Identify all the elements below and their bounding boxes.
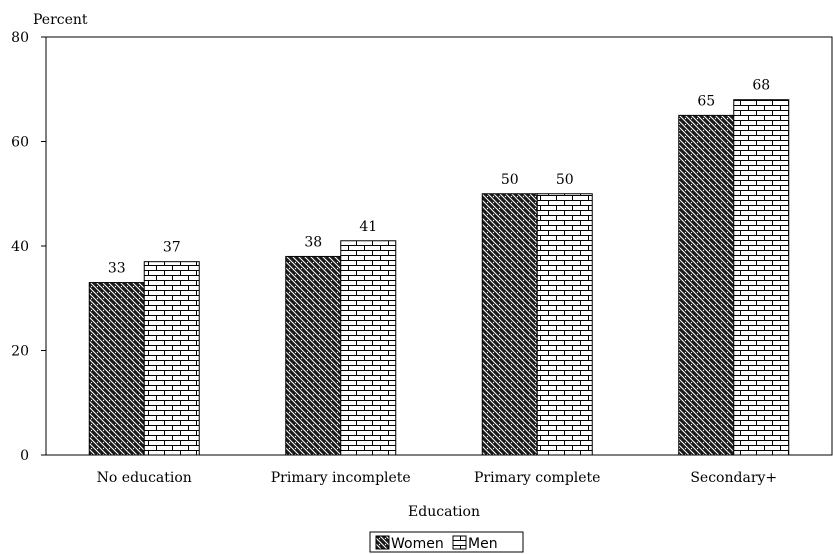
legend-label-men: Men — [468, 536, 498, 552]
y-tick-label: 60 — [11, 135, 29, 151]
data-label: 41 — [359, 219, 377, 235]
legend-swatch-men — [452, 535, 467, 550]
y-axis-ticks: 0 20 40 60 80 — [11, 30, 46, 464]
x-axis-categories: No education Primary incomplete Primary co… — [97, 470, 777, 486]
legend-label-women: Women — [391, 536, 444, 552]
y-tick-label: 80 — [11, 30, 29, 46]
y-axis-label: Percent — [33, 12, 88, 28]
legend-frame — [369, 531, 524, 553]
bar-women — [285, 255, 342, 456]
data-label: 37 — [163, 240, 181, 256]
data-label: 38 — [304, 234, 322, 250]
x-axis-label: Education — [408, 504, 480, 520]
y-tick-label: 20 — [11, 344, 29, 360]
legend: Women Men — [369, 531, 524, 553]
bar-men — [733, 99, 790, 456]
x-category-label: Secondary+ — [690, 470, 777, 486]
data-label: 68 — [752, 78, 770, 94]
bar-men — [536, 193, 593, 456]
bar-women — [678, 114, 735, 456]
data-label: 33 — [108, 261, 126, 277]
plot-frame — [45, 36, 833, 456]
bar-men — [340, 240, 397, 456]
data-label: 65 — [697, 93, 715, 109]
y-tick-label: 0 — [20, 448, 29, 464]
y-tick-label: 40 — [11, 239, 29, 255]
bar-women — [88, 282, 145, 456]
x-category-label: Primary incomplete — [271, 470, 411, 486]
legend-swatch-women — [375, 535, 390, 550]
x-category-label: No education — [97, 470, 192, 486]
data-label: 50 — [556, 172, 574, 188]
x-category-label: Primary complete — [474, 470, 600, 486]
bar-men — [143, 261, 200, 456]
data-label: 50 — [501, 172, 519, 188]
plot-area: 33 37 38 41 50 50 65 68 — [45, 36, 833, 456]
bar-women — [481, 193, 538, 456]
